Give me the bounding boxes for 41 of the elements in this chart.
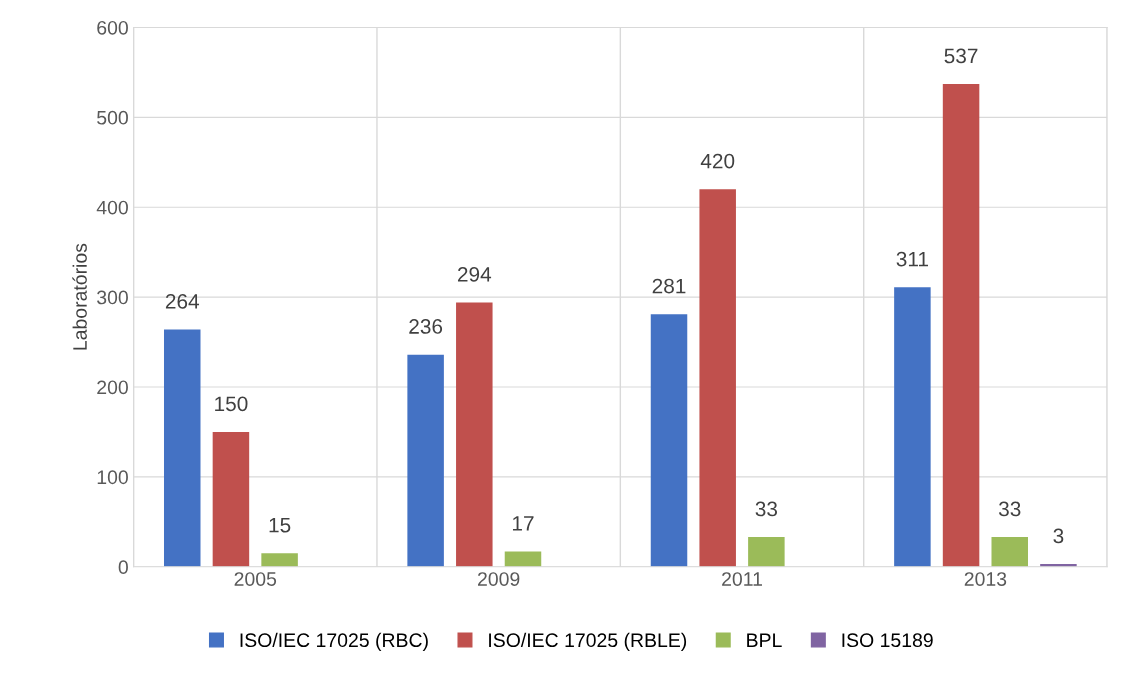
bar: [894, 287, 931, 567]
bar: [991, 537, 1028, 567]
x-tick-label: 2005: [234, 572, 277, 586]
data-label: 17: [512, 516, 534, 531]
x-tick-label: 2013: [964, 572, 1007, 586]
legend-label: BPL: [747, 633, 782, 647]
data-label: 33: [755, 501, 778, 517]
y-axis-title: Laboratórios: [72, 243, 87, 350]
data-label: 15: [269, 517, 291, 533]
y-tick-label: 500: [97, 110, 128, 125]
data-label: 311: [896, 251, 928, 267]
data-label: 264: [165, 293, 200, 309]
data-label: 294: [457, 266, 492, 282]
bar: [699, 189, 736, 567]
bar: [164, 329, 201, 567]
bar: [212, 431, 250, 567]
data-label: 150: [215, 396, 248, 412]
x-tick-label: 2009: [478, 572, 520, 586]
data-label: 33: [998, 501, 1021, 517]
bar: [748, 537, 785, 567]
bar: [456, 302, 493, 567]
y-tick-label: 400: [96, 200, 128, 215]
data-label: 236: [409, 319, 443, 334]
legend-label: ISO/IEC 17025 (RBLE): [489, 632, 687, 651]
legend-label: ISO/IEC 17025 (RBC): [240, 632, 428, 651]
bar: [650, 314, 688, 567]
bar: [407, 354, 444, 567]
data-label: 3: [1053, 528, 1064, 544]
x-tick-label: 2011: [722, 572, 762, 586]
bar: [261, 553, 298, 567]
y-tick-label: 200: [97, 380, 128, 395]
bar: [504, 551, 542, 567]
data-label: 537: [944, 48, 978, 64]
y-tick-label: 600: [97, 20, 128, 35]
legend-label: ISO 15189: [842, 633, 933, 648]
data-label: 420: [700, 153, 735, 169]
y-tick-label: 0: [118, 560, 128, 575]
y-tick-label: 100: [97, 470, 128, 485]
y-tick-label: 300: [97, 290, 128, 305]
bar: [942, 84, 980, 567]
data-label: 281: [652, 278, 686, 294]
